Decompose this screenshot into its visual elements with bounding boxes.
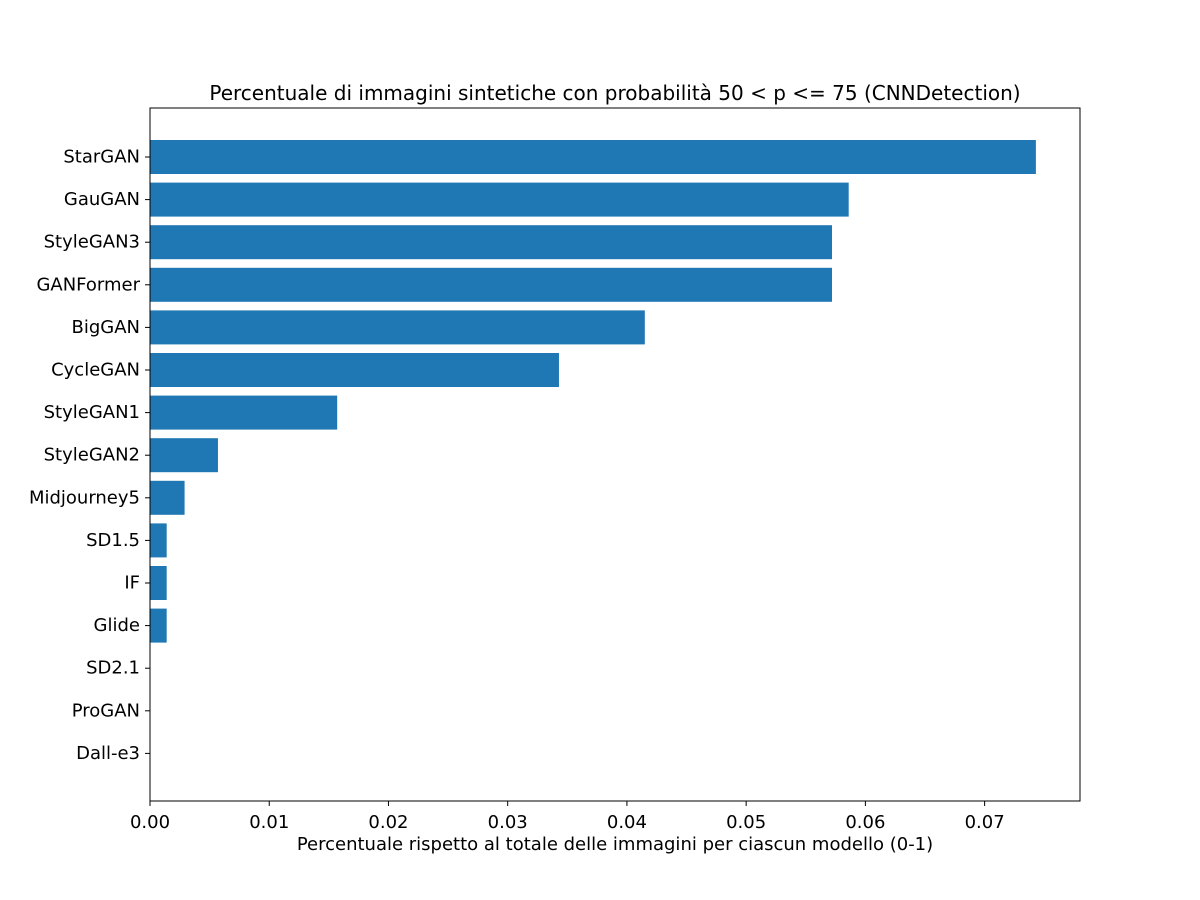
y-tick-label: Dall-e3 <box>76 743 140 764</box>
x-tick-label: 0.07 <box>965 812 1005 833</box>
x-axis-label: Percentuale rispetto al totale delle imm… <box>297 834 933 855</box>
x-tick-label: 0.02 <box>368 812 408 833</box>
y-tick-label: StyleGAN3 <box>44 232 140 253</box>
y-tick-label: CycleGAN <box>51 360 140 381</box>
y-tick-label: StyleGAN1 <box>44 402 140 423</box>
bar-glide <box>150 608 167 643</box>
y-tick-label: Midjourney5 <box>29 487 140 508</box>
x-tick-label: 0.05 <box>726 812 766 833</box>
bar-stylegan1 <box>150 395 338 430</box>
bar-stargan <box>150 140 1036 174</box>
y-tick-label: SD2.1 <box>86 658 140 679</box>
bar-cyclegan <box>150 353 559 387</box>
bar-ganformer <box>150 267 832 302</box>
x-tick-label: 0.01 <box>249 812 289 833</box>
bar-gaugan <box>150 182 849 217</box>
y-tick-label: Glide <box>94 615 140 636</box>
bar-stylegan2 <box>150 438 218 473</box>
bar-biggan <box>150 310 645 345</box>
y-tick-label: IF <box>124 573 140 594</box>
y-tick-label: SD1.5 <box>86 530 140 551</box>
y-tick-label: StarGAN <box>63 147 140 168</box>
bar-sd1-5 <box>150 523 167 558</box>
bar-if <box>150 566 167 600</box>
y-tick-label: GauGAN <box>64 189 140 210</box>
x-tick-label: 0.06 <box>845 812 885 833</box>
y-tick-label: ProGAN <box>72 700 140 721</box>
y-tick-label: GANFormer <box>36 274 140 295</box>
x-tick-label: 0.00 <box>130 812 170 833</box>
x-axis-ticks: 0.00 0.01 0.02 0.03 0.04 0.05 0.06 0.07 <box>130 801 1005 833</box>
x-tick-label: 0.03 <box>488 812 528 833</box>
bar-midjourney5 <box>150 480 185 515</box>
bar-stylegan3 <box>150 225 832 260</box>
chart-title: Percentuale di immagini sintetiche con p… <box>209 81 1020 105</box>
y-tick-label: StyleGAN2 <box>44 445 140 466</box>
x-tick-label: 0.04 <box>607 812 647 833</box>
y-axis-ticks: StarGAN GauGAN StyleGAN3 GANFormer BigGAN Cyc… <box>29 147 150 764</box>
bars-group <box>150 140 1036 643</box>
y-tick-label: BigGAN <box>71 317 140 338</box>
plot-frame <box>149 107 1081 802</box>
